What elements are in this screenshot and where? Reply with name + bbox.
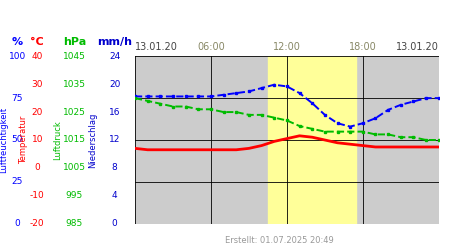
Text: 50: 50: [11, 136, 23, 144]
Text: 40: 40: [32, 52, 43, 61]
Text: 0: 0: [112, 219, 117, 228]
Text: Erstellt: 01.07.2025 20:49: Erstellt: 01.07.2025 20:49: [225, 236, 333, 245]
Text: 16: 16: [109, 108, 121, 116]
Text: 13.01.20: 13.01.20: [135, 42, 178, 52]
Text: Temperatur: Temperatur: [19, 116, 28, 164]
Text: 75: 75: [11, 94, 23, 102]
Text: 20: 20: [32, 108, 43, 116]
Text: °C: °C: [31, 38, 44, 48]
Text: 12: 12: [109, 136, 121, 144]
Text: 4: 4: [112, 191, 117, 200]
Text: 1015: 1015: [63, 136, 86, 144]
Text: 10: 10: [32, 136, 43, 144]
Text: Niederschlag: Niederschlag: [88, 112, 97, 168]
Text: 24: 24: [109, 52, 121, 61]
Text: 30: 30: [32, 80, 43, 89]
Text: Luftdruck: Luftdruck: [53, 120, 62, 160]
Text: 985: 985: [66, 219, 83, 228]
Text: 12:00: 12:00: [273, 42, 301, 52]
Text: -10: -10: [30, 191, 45, 200]
Text: Luftfeuchtigkeit: Luftfeuchtigkeit: [0, 107, 8, 173]
Text: 20: 20: [109, 80, 121, 89]
Text: %: %: [12, 38, 22, 48]
Text: 25: 25: [11, 178, 23, 186]
Text: 995: 995: [66, 191, 83, 200]
Text: 1035: 1035: [63, 80, 86, 89]
Text: 13.01.20: 13.01.20: [396, 42, 439, 52]
Text: 18:00: 18:00: [349, 42, 377, 52]
Text: 0: 0: [14, 219, 20, 228]
Text: 06:00: 06:00: [197, 42, 225, 52]
Bar: [268, 56, 356, 224]
Text: 0: 0: [35, 164, 40, 172]
Text: 8: 8: [112, 164, 117, 172]
Text: mm/h: mm/h: [97, 38, 132, 48]
Text: 1025: 1025: [63, 108, 86, 116]
Text: 100: 100: [9, 52, 26, 61]
Text: 1045: 1045: [63, 52, 86, 61]
Text: -20: -20: [30, 219, 45, 228]
Text: 1005: 1005: [63, 164, 86, 172]
Text: hPa: hPa: [63, 38, 86, 48]
